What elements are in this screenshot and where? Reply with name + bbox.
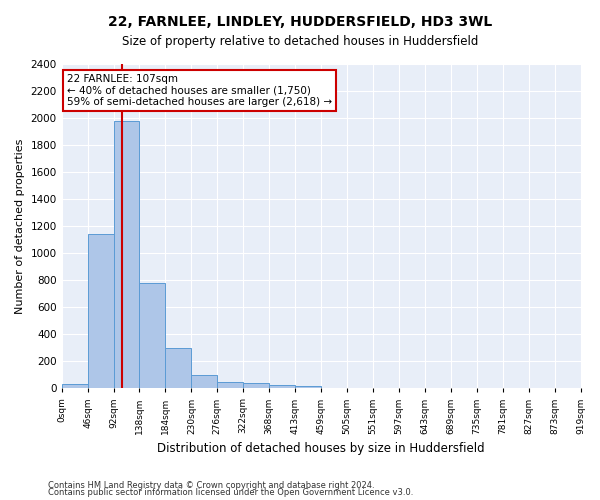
Bar <box>113 120 139 388</box>
Bar <box>243 383 269 388</box>
Bar <box>88 234 113 388</box>
Text: 22 FARNLEE: 107sqm
← 40% of detached houses are smaller (1,750)
59% of semi-deta: 22 FARNLEE: 107sqm ← 40% of detached hou… <box>67 74 332 107</box>
Bar <box>217 382 243 388</box>
Text: Size of property relative to detached houses in Huddersfield: Size of property relative to detached ho… <box>122 35 478 48</box>
Text: Contains public sector information licensed under the Open Government Licence v3: Contains public sector information licen… <box>48 488 413 497</box>
X-axis label: Distribution of detached houses by size in Huddersfield: Distribution of detached houses by size … <box>157 442 485 455</box>
Bar <box>191 375 217 388</box>
Text: 22, FARNLEE, LINDLEY, HUDDERSFIELD, HD3 3WL: 22, FARNLEE, LINDLEY, HUDDERSFIELD, HD3 … <box>108 15 492 29</box>
Text: Contains HM Land Registry data © Crown copyright and database right 2024.: Contains HM Land Registry data © Crown c… <box>48 480 374 490</box>
Bar <box>62 384 88 388</box>
Y-axis label: Number of detached properties: Number of detached properties <box>15 138 25 314</box>
Bar <box>269 385 295 388</box>
Bar <box>139 283 166 389</box>
Bar <box>295 386 321 388</box>
Bar <box>166 348 191 389</box>
